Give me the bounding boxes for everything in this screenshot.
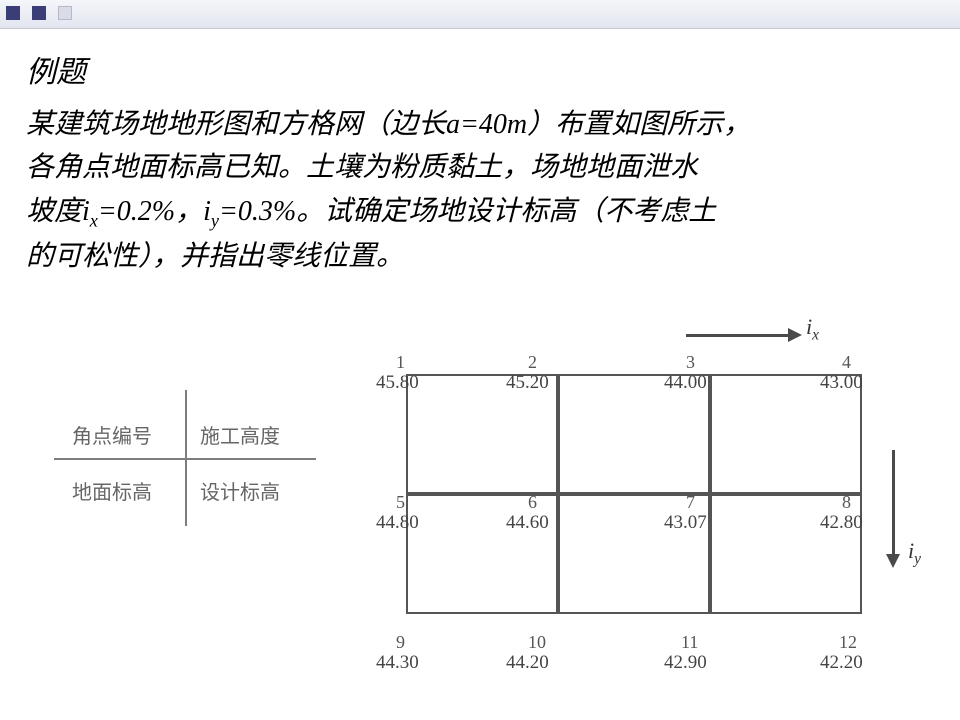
content-area: 例题 某建筑场地地形图和方格网（边长a=40m）布置如图所示， 各角点地面标高已… [0, 29, 960, 278]
text: x [90, 210, 98, 230]
legend-br: 设计标高 [200, 476, 280, 505]
corner-number: 1 [396, 352, 405, 373]
legend-bl: 地面标高 [72, 476, 152, 505]
text: 坡度 [26, 196, 82, 227]
corner-number: 7 [686, 492, 695, 513]
text: =0.2%， [98, 196, 203, 227]
corner-number: 3 [686, 352, 695, 373]
ix-label: ix [806, 314, 819, 344]
corner-number: 11 [681, 632, 698, 653]
text: a=40m [446, 109, 527, 140]
elevation-value: 42.90 [664, 652, 707, 674]
corner-number: 9 [396, 632, 405, 653]
ix-arrow [686, 326, 804, 344]
legend-divider-h [54, 458, 316, 460]
text: y [211, 210, 219, 230]
elevation-value: 45.20 [506, 372, 549, 394]
corner-number: 2 [528, 352, 537, 373]
elevation-value: 44.30 [376, 652, 419, 674]
corner-number: 6 [528, 492, 537, 513]
elevation-value: 44.60 [506, 512, 549, 534]
corner-number: 5 [396, 492, 405, 513]
elevation-value: 44.80 [376, 512, 419, 534]
decorative-topbar [0, 0, 960, 29]
elevation-value: 42.80 [820, 512, 863, 534]
text: i [82, 196, 90, 227]
iy-label: iy [908, 538, 921, 568]
text: y [914, 550, 921, 567]
text: 各角点地面标高已知。土壤为粉质黏土，场地地面泄水 [26, 152, 698, 183]
text: x [812, 326, 819, 343]
decor-square [6, 6, 20, 20]
decor-square [58, 6, 72, 20]
decor-square [32, 6, 46, 20]
elevation-value: 43.07 [664, 512, 707, 534]
legend-quadrant: 角点编号 施工高度 地面标高 设计标高 [60, 398, 310, 518]
corner-number: 12 [839, 632, 857, 653]
elevation-value: 45.80 [376, 372, 419, 394]
corner-number: 4 [842, 352, 851, 373]
elevation-value: 44.20 [506, 652, 549, 674]
legend-tr: 施工高度 [200, 420, 280, 449]
problem-text: 某建筑场地地形图和方格网（边长a=40m）布置如图所示， 各角点地面标高已知。土… [26, 103, 934, 278]
example-heading: 例题 [26, 47, 934, 91]
corner-number: 8 [842, 492, 851, 513]
elevation-value: 44.00 [664, 372, 707, 394]
elevation-value: 43.00 [820, 372, 863, 394]
grid-diagram: ix iy 145.80245.20344.00443.00544.80644.… [406, 330, 906, 720]
text: ）布置如图所示， [527, 109, 751, 140]
text: 的可松性），并指出零线位置。 [26, 241, 404, 272]
iy-arrow [884, 450, 902, 570]
figure-area: 角点编号 施工高度 地面标高 设计标高 ix iy 145.80245.2034… [0, 320, 960, 720]
legend-tl: 角点编号 [72, 420, 152, 449]
text: 某建筑场地地形图和方格网（边长 [26, 109, 446, 140]
elevation-value: 42.20 [820, 652, 863, 674]
text: i [203, 196, 211, 227]
corner-number: 10 [528, 632, 546, 653]
text: =0.3%。试确定场地设计标高（不考虑土 [219, 196, 716, 227]
